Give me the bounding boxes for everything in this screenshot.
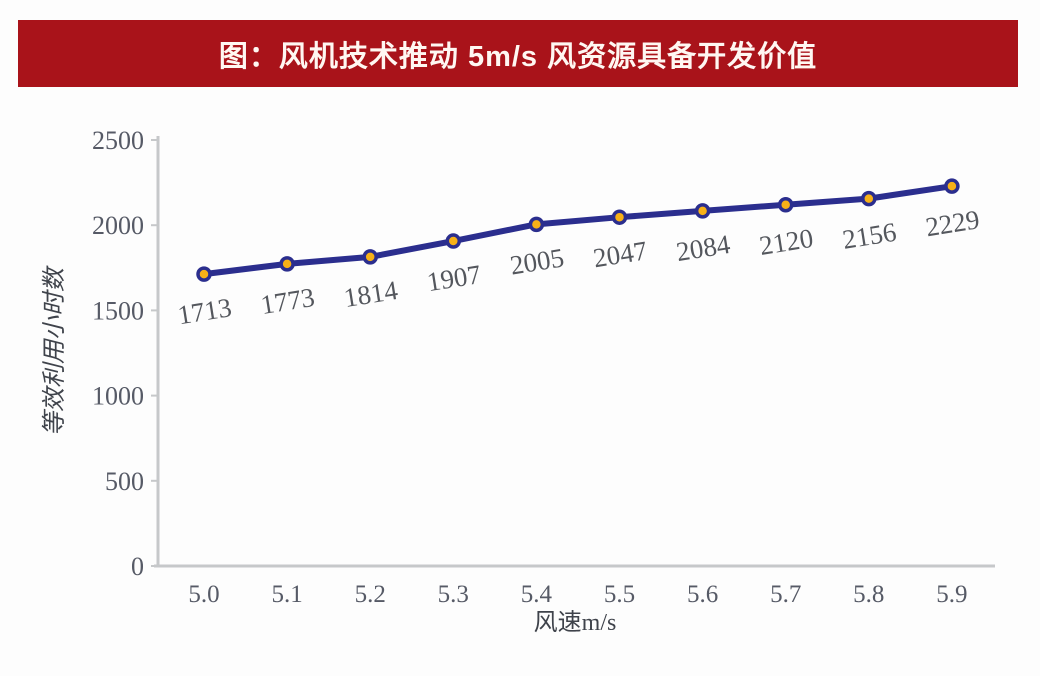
y-axis-title: 等效利用小时数 bbox=[41, 265, 68, 436]
data-point-marker bbox=[445, 233, 462, 249]
y-tick-label: 2500 bbox=[92, 126, 144, 155]
data-point-marker bbox=[196, 266, 212, 282]
x-tick-label: 5.5 bbox=[604, 581, 635, 608]
x-tick-label: 5.8 bbox=[853, 581, 884, 608]
data-point-label: 1713 bbox=[176, 292, 234, 330]
data-point-label: 2005 bbox=[508, 242, 566, 280]
figure-title-banner: 图：风机技术推动 5m/s 风资源具备开发价值 bbox=[18, 20, 1018, 87]
data-point-marker bbox=[861, 190, 877, 207]
data-point-label: 1814 bbox=[342, 275, 401, 313]
data-point-label: 2156 bbox=[840, 217, 898, 255]
data-point-marker bbox=[694, 203, 711, 219]
data-point-label: 1773 bbox=[259, 282, 317, 320]
y-tick-label: 1500 bbox=[92, 296, 144, 325]
y-tick-label: 0 bbox=[131, 552, 144, 581]
x-tick-label: 5.3 bbox=[438, 581, 469, 608]
figure-title: 图：风机技术推动 5m/s 风资源具备开发价值 bbox=[218, 40, 818, 73]
y-tick-label: 2000 bbox=[92, 211, 144, 240]
x-axis-title: 风速m/s bbox=[534, 609, 617, 636]
data-point-label: 2084 bbox=[674, 229, 733, 267]
series-line bbox=[201, 183, 955, 278]
x-tick-label: 5.1 bbox=[271, 581, 302, 608]
data-point-label: 1907 bbox=[425, 259, 483, 297]
data-point-label: 2229 bbox=[923, 204, 981, 242]
data-point-marker bbox=[362, 249, 378, 265]
x-tick-label: 5.6 bbox=[687, 581, 718, 608]
x-tick-label: 5.0 bbox=[188, 581, 219, 608]
y-tick-label: 1000 bbox=[92, 382, 144, 411]
y-tick-label: 500 bbox=[105, 467, 144, 496]
x-tick-label: 5.2 bbox=[355, 581, 386, 608]
data-point-marker bbox=[611, 209, 628, 225]
x-tick-label: 5.4 bbox=[521, 581, 553, 608]
data-point-label: 2047 bbox=[591, 235, 649, 273]
data-point-marker bbox=[944, 178, 960, 194]
data-point-marker bbox=[528, 216, 545, 233]
data-point-label: 2120 bbox=[757, 223, 815, 261]
data-point-marker bbox=[279, 256, 295, 272]
x-tick-label: 5.7 bbox=[770, 581, 801, 608]
data-point-marker bbox=[777, 197, 794, 213]
x-tick-label: 5.9 bbox=[936, 581, 967, 608]
